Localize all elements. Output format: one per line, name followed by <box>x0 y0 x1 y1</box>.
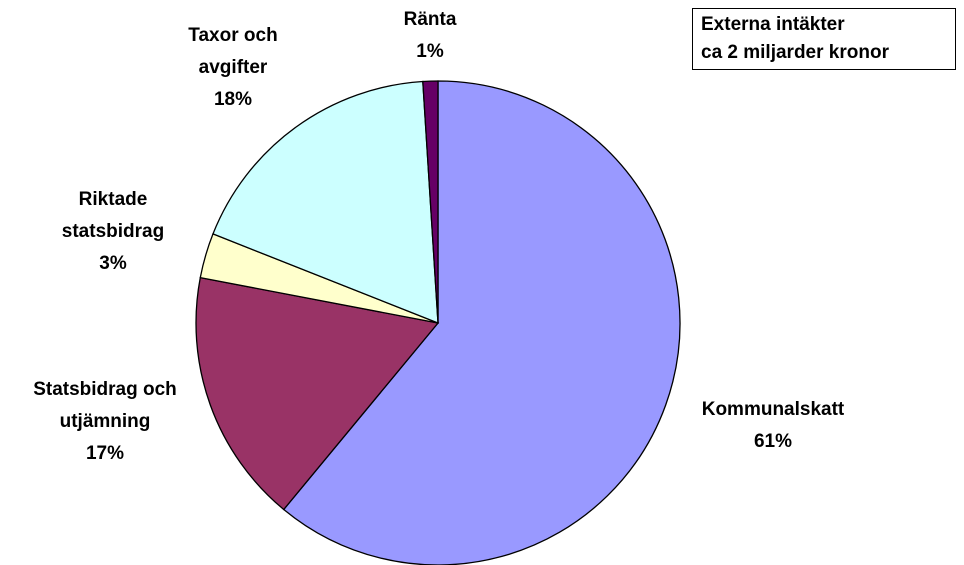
category-label: Taxor och avgifter <box>188 25 278 78</box>
pie-slice <box>212 80 439 324</box>
annotation-line: Externa intäkter <box>701 14 845 35</box>
pie-slice <box>422 80 439 324</box>
slice-label: Statsbidrag och utjämning 17% <box>5 374 205 470</box>
value-label: 1% <box>416 41 444 62</box>
slice-label: Kommunalskatt 61% <box>673 394 873 458</box>
category-label: Statsbidrag och utjämning <box>33 379 177 432</box>
value-label: 17% <box>85 443 125 464</box>
value-label: 61% <box>753 431 793 452</box>
pie-slice <box>195 276 440 511</box>
pie-slice <box>282 80 681 565</box>
slice-label: Riktade statsbidrag 3% <box>48 184 178 280</box>
category-label: Ränta <box>403 9 457 30</box>
value-label: 3% <box>99 253 127 274</box>
category-label: Kommunalskatt <box>701 399 845 420</box>
slice-label: Taxor och avgifter 18% <box>163 20 303 116</box>
value-label: 18% <box>213 89 253 110</box>
annotation-box: Externa intäkter ca 2 miljarder kronor <box>692 8 956 70</box>
annotation-line: ca 2 miljarder kronor <box>701 42 889 63</box>
slice-label: Ränta 1% <box>380 4 480 68</box>
category-label: Riktade statsbidrag <box>61 189 165 242</box>
